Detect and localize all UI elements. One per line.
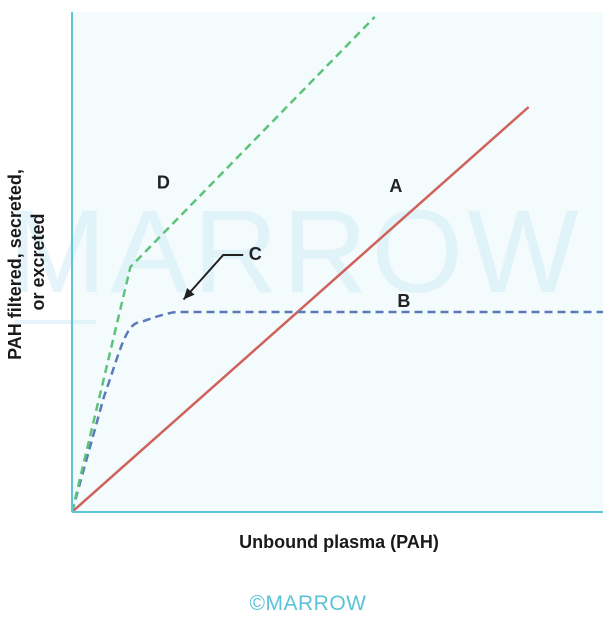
y-axis-title-line-1: PAH filtered, secreted,	[5, 169, 25, 360]
watermark: MARROW	[8, 186, 583, 318]
curve-label-d: D	[157, 172, 170, 192]
plot-background	[72, 12, 603, 512]
curve-label-b: B	[397, 291, 410, 311]
curve-label-c: C	[249, 244, 262, 264]
y-axis-title-line-2: or excreted	[28, 213, 48, 310]
x-axis-title: Unbound plasma (PAH)	[239, 532, 439, 552]
label-layer: A B C D	[157, 172, 411, 311]
label-c-pointer	[182, 254, 244, 301]
y-axis-title: PAH filtered, secreted, or excreted	[5, 164, 48, 360]
series-layer	[70, 16, 603, 513]
footer-copyright: ©MARROW	[249, 592, 367, 615]
series-b-line	[70, 310, 603, 513]
series-a-line	[71, 106, 530, 513]
label-c-arrowhead	[183, 287, 195, 300]
series-d-line	[70, 16, 376, 513]
curve-label-a: A	[389, 176, 402, 196]
